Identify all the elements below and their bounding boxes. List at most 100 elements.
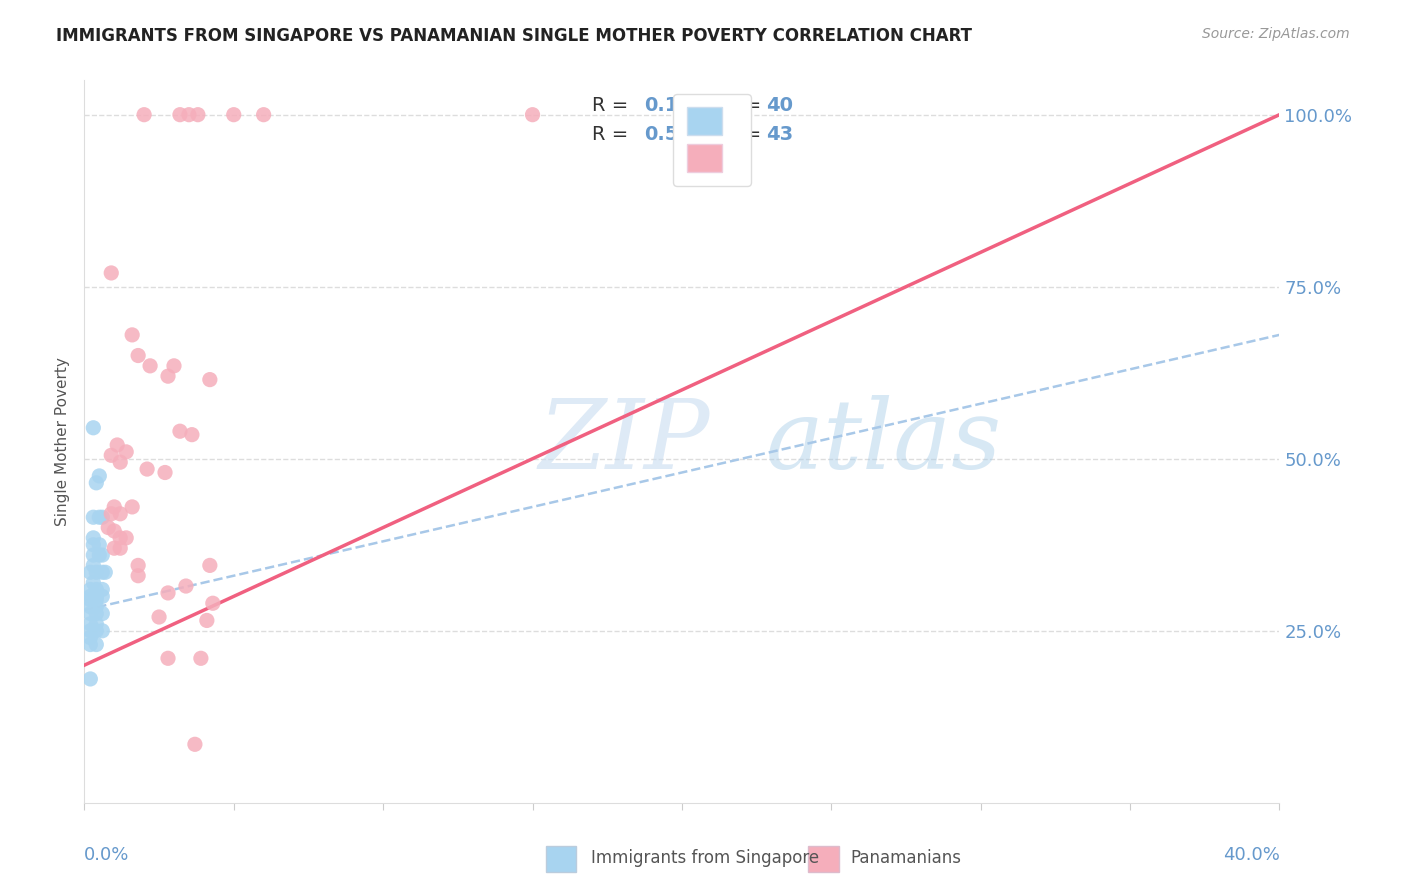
Point xyxy=(86,475,108,490)
Text: 0.0%: 0.0% xyxy=(84,847,129,864)
Point xyxy=(184,737,207,751)
Point xyxy=(89,548,111,562)
Point xyxy=(110,541,132,556)
Point xyxy=(110,455,132,469)
Point xyxy=(79,607,101,621)
Point xyxy=(198,373,221,387)
Point xyxy=(222,108,245,122)
Point xyxy=(86,566,108,580)
Text: N =: N = xyxy=(724,125,768,144)
Text: N =: N = xyxy=(724,96,768,115)
Point xyxy=(195,614,218,628)
Point xyxy=(187,108,209,122)
Text: ZIP: ZIP xyxy=(538,394,710,489)
Point xyxy=(253,108,276,122)
Point xyxy=(79,590,101,604)
Point xyxy=(89,538,111,552)
Point xyxy=(103,500,125,514)
Point xyxy=(157,369,180,384)
Point xyxy=(86,624,108,638)
Point xyxy=(91,548,114,562)
Point xyxy=(100,507,122,521)
Point xyxy=(163,359,186,373)
Point xyxy=(86,592,108,607)
Point xyxy=(190,651,212,665)
Point xyxy=(82,538,104,552)
Point xyxy=(79,599,101,614)
Point xyxy=(127,558,149,573)
Point xyxy=(169,424,191,438)
Point xyxy=(94,566,117,580)
Text: 0.535: 0.535 xyxy=(644,125,706,144)
Point xyxy=(201,596,224,610)
Point xyxy=(105,438,128,452)
Point xyxy=(91,590,114,604)
Point xyxy=(198,558,221,573)
Point xyxy=(82,575,104,590)
Point xyxy=(132,108,156,122)
Point xyxy=(157,651,180,665)
Point xyxy=(82,548,104,562)
Point xyxy=(86,607,108,621)
Point xyxy=(86,590,108,604)
Point xyxy=(86,616,108,631)
Point xyxy=(110,507,132,521)
Text: 40: 40 xyxy=(766,96,793,115)
Point xyxy=(91,582,114,597)
Point xyxy=(169,108,191,122)
Point xyxy=(157,586,180,600)
Point xyxy=(136,462,159,476)
Point xyxy=(86,582,108,597)
Point xyxy=(174,579,197,593)
Text: 43: 43 xyxy=(766,125,793,144)
Point xyxy=(86,638,108,652)
Point xyxy=(115,531,138,545)
Point xyxy=(91,566,114,580)
Point xyxy=(127,568,149,582)
Point xyxy=(79,672,101,686)
Point xyxy=(121,500,143,514)
Point xyxy=(97,520,120,534)
Text: Immigrants from Singapore: Immigrants from Singapore xyxy=(591,849,818,867)
Point xyxy=(91,624,114,638)
Point xyxy=(79,566,101,580)
Legend: , : , xyxy=(673,94,751,186)
Text: 0.127: 0.127 xyxy=(644,96,706,115)
Point xyxy=(79,616,101,631)
Text: Source: ZipAtlas.com: Source: ZipAtlas.com xyxy=(1202,27,1350,41)
Point xyxy=(82,510,104,524)
Point xyxy=(181,427,204,442)
Text: atlas: atlas xyxy=(766,394,1001,489)
Point xyxy=(91,607,114,621)
Text: 40.0%: 40.0% xyxy=(1223,847,1279,864)
Y-axis label: Single Mother Poverty: Single Mother Poverty xyxy=(55,357,70,526)
Point xyxy=(86,599,108,614)
Point xyxy=(79,631,101,645)
Point xyxy=(103,541,125,556)
Point xyxy=(82,421,104,435)
Point xyxy=(110,531,132,545)
Text: R =: R = xyxy=(592,96,634,115)
Point xyxy=(100,448,122,462)
Point xyxy=(139,359,162,373)
Point xyxy=(79,582,101,597)
Point xyxy=(121,327,143,342)
Point xyxy=(82,531,104,545)
Text: R =: R = xyxy=(592,125,634,144)
Point xyxy=(103,524,125,538)
Text: Panamanians: Panamanians xyxy=(851,849,962,867)
Point xyxy=(89,510,111,524)
Point xyxy=(522,108,544,122)
Point xyxy=(153,466,176,480)
Point xyxy=(82,558,104,573)
Point xyxy=(79,638,101,652)
Point xyxy=(100,266,122,280)
Text: IMMIGRANTS FROM SINGAPORE VS PANAMANIAN SINGLE MOTHER POVERTY CORRELATION CHART: IMMIGRANTS FROM SINGAPORE VS PANAMANIAN … xyxy=(56,27,972,45)
Point xyxy=(115,445,138,459)
Point xyxy=(127,349,149,363)
Point xyxy=(79,624,101,638)
Point xyxy=(91,510,114,524)
Point xyxy=(79,592,101,607)
Point xyxy=(148,610,170,624)
Point xyxy=(89,469,111,483)
